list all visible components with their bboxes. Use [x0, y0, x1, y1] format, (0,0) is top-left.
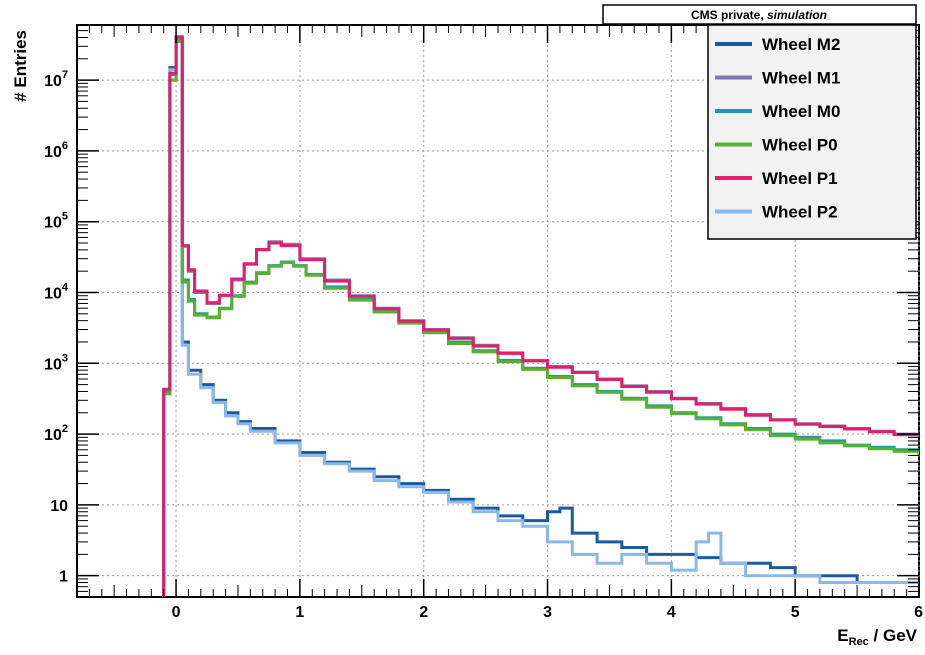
- x-tick-label: 4: [667, 604, 676, 621]
- y-tick-label: 103: [44, 352, 68, 373]
- legend-label-wheel-m2: Wheel M2: [762, 35, 840, 54]
- y-tick-label: 10: [50, 498, 68, 515]
- banner-italic-text: simulation: [767, 8, 827, 22]
- series-line-wheel-p1: [162, 35, 919, 597]
- legend-label-wheel-p1: Wheel P1: [762, 169, 838, 188]
- y-tick-label: 107: [44, 69, 68, 90]
- legend: Wheel M2 Wheel M1 Wheel M0 Wheel P0 Wheel P1…: [707, 24, 917, 240]
- y-axis-title: # Entries: [11, 30, 30, 102]
- banner: CMS private, simulation: [602, 4, 917, 25]
- y-tick-label: 104: [44, 281, 69, 302]
- series-line-wheel-p0: [162, 40, 919, 597]
- x-tick-label: 2: [419, 604, 428, 621]
- legend-label-wheel-p2: Wheel P2: [762, 203, 838, 222]
- x-axis-title-main: E: [837, 626, 848, 645]
- legend-label-wheel-m0: Wheel M0: [762, 102, 840, 121]
- legend-label-wheel-p0: Wheel P0: [762, 136, 838, 155]
- series-layer: [162, 35, 919, 597]
- y-tick-label: 1: [59, 569, 68, 586]
- x-axis-title-tail: / GeV: [869, 626, 918, 645]
- x-axis-title: ERec / GeV: [837, 626, 917, 648]
- x-tick-label: 3: [543, 604, 552, 621]
- banner-box: [602, 4, 917, 25]
- banner-main-text: CMS private,: [691, 8, 764, 22]
- series-line-wheel-p2: [162, 39, 919, 597]
- legend-box: [707, 24, 917, 240]
- x-tick-label: 0: [172, 604, 181, 621]
- x-axis-title-sub: Rec: [849, 636, 869, 648]
- x-tick-label: 1: [295, 604, 304, 621]
- y-tick-label: 105: [44, 211, 68, 232]
- x-tick-label: 6: [914, 604, 923, 621]
- banner-text: CMS private, simulation: [691, 8, 827, 22]
- y-tick-label: 102: [44, 423, 68, 444]
- x-tick-label: 5: [791, 604, 800, 621]
- y-tick-label: 106: [44, 140, 68, 161]
- legend-label-wheel-m1: Wheel M1: [762, 69, 840, 88]
